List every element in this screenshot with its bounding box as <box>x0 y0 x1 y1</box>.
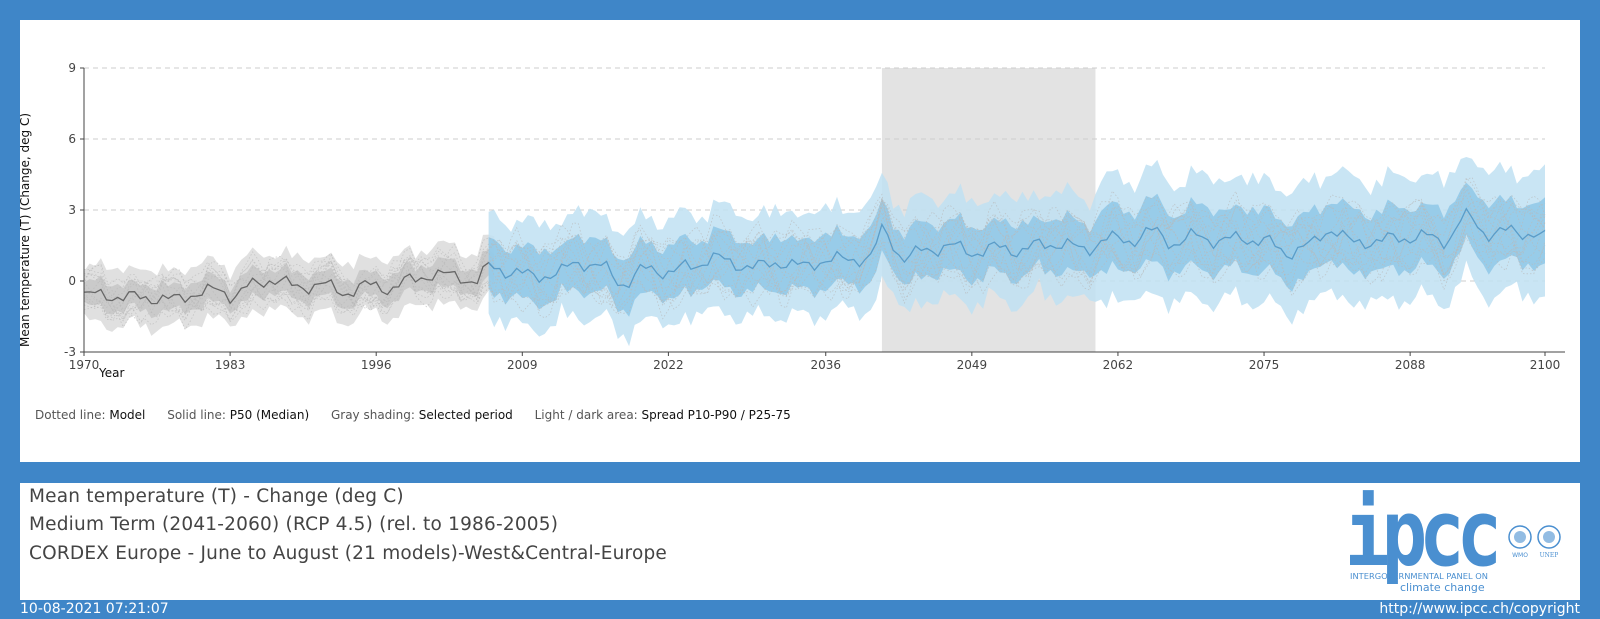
legend-gray-label: Gray shading: <box>330 408 415 422</box>
y-tick-label: 3 <box>68 203 76 217</box>
wmo-emblem-icon: WMO <box>1508 525 1532 559</box>
y-tick-label: 9 <box>68 61 76 75</box>
wmo-label: WMO <box>1512 552 1528 559</box>
x-tick-label: 2049 <box>957 358 988 372</box>
model-line <box>83 194 1546 325</box>
chart-svg: -3 0 3 6 9 1970 1983 1996 2009 2022 2036 2049 2062 20… <box>20 61 1565 380</box>
x-tick-label: 2022 <box>653 358 684 372</box>
legend-solid-value: P50 (Median) <box>229 408 310 422</box>
chart-panel: -3 0 3 6 9 1970 1983 1996 2009 2022 2036 2049 2062 20… <box>20 20 1580 462</box>
model-line <box>83 197 1546 322</box>
x-tick-label: 2062 <box>1103 358 1134 372</box>
x-tick-label: 1970 <box>69 358 100 372</box>
x-axis-label: Year <box>98 366 124 380</box>
ipcc-logo: ipcc INTERGOVERNMENTAL PANEL ON climate … <box>1350 485 1561 594</box>
legend-solid: Solid line: P50 (Median) <box>167 408 309 422</box>
model-line <box>83 194 1546 323</box>
logo-tagline-2: climate change <box>1400 581 1485 594</box>
x-tick-label: 2009 <box>507 358 538 372</box>
logo-text: ipcc <box>1350 485 1496 587</box>
x-tick-label: 2075 <box>1249 358 1280 372</box>
model-line <box>83 176 1546 331</box>
logo-tagline-1: INTERGOVERNMENTAL PANEL ON <box>1350 572 1488 581</box>
legend: Dotted line: Model Solid line: P50 (Medi… <box>35 408 809 422</box>
unep-emblem-icon: UNEP <box>1537 525 1561 559</box>
future-spread-dark <box>488 182 1546 317</box>
legend-area-value: Spread P10-P90 / P25-75 <box>641 408 791 422</box>
legend-solid-label: Solid line: <box>167 408 226 422</box>
x-tick-label: 1983 <box>215 358 246 372</box>
footer-timestamp: 10-08-2021 07:21:07 <box>20 601 169 617</box>
info-region: CORDEX Europe - June to August (21 model… <box>29 543 667 564</box>
x-tick-label: 2036 <box>810 358 841 372</box>
model-line <box>83 188 1546 314</box>
legend-area-label: Light / dark area: <box>534 408 638 422</box>
model-line <box>83 204 1546 315</box>
model-line <box>83 199 1546 320</box>
info-period: Medium Term (2041-2060) (RCP 4.5) (rel. … <box>29 514 559 535</box>
y-tick-label: 0 <box>68 274 76 288</box>
legend-gray-value: Selected period <box>418 408 513 422</box>
legend-dotted: Dotted line: Model <box>35 408 145 422</box>
y-axis-label: Mean temperature (T) (Change, deg C) <box>20 113 32 347</box>
footer-copyright-link[interactable]: http://www.ipcc.ch/copyright <box>1379 601 1580 617</box>
model-line <box>83 184 1546 320</box>
legend-dotted-label: Dotted line: <box>35 408 106 422</box>
unep-label: UNEP <box>1540 552 1559 559</box>
model-line <box>83 198 1546 318</box>
legend-dotted-value: Model <box>109 408 146 422</box>
y-tick-label: -3 <box>64 345 76 359</box>
legend-gray: Gray shading: Selected period <box>331 408 513 422</box>
info-variable: Mean temperature (T) - Change (deg C) <box>29 486 404 507</box>
legend-area: Light / dark area: Spread P10-P90 / P25-… <box>535 408 791 422</box>
x-tick-label: 2100 <box>1530 358 1561 372</box>
historical-median-line <box>83 261 495 305</box>
model-line <box>83 177 1546 326</box>
model-line <box>83 198 1546 318</box>
x-tick-label: 1996 <box>361 358 392 372</box>
future-median-line <box>488 207 1546 289</box>
x-tick-label: 2088 <box>1395 358 1426 372</box>
info-panel: Mean temperature (T) - Change (deg C) Me… <box>20 483 1580 600</box>
y-tick-label: 6 <box>68 132 76 146</box>
